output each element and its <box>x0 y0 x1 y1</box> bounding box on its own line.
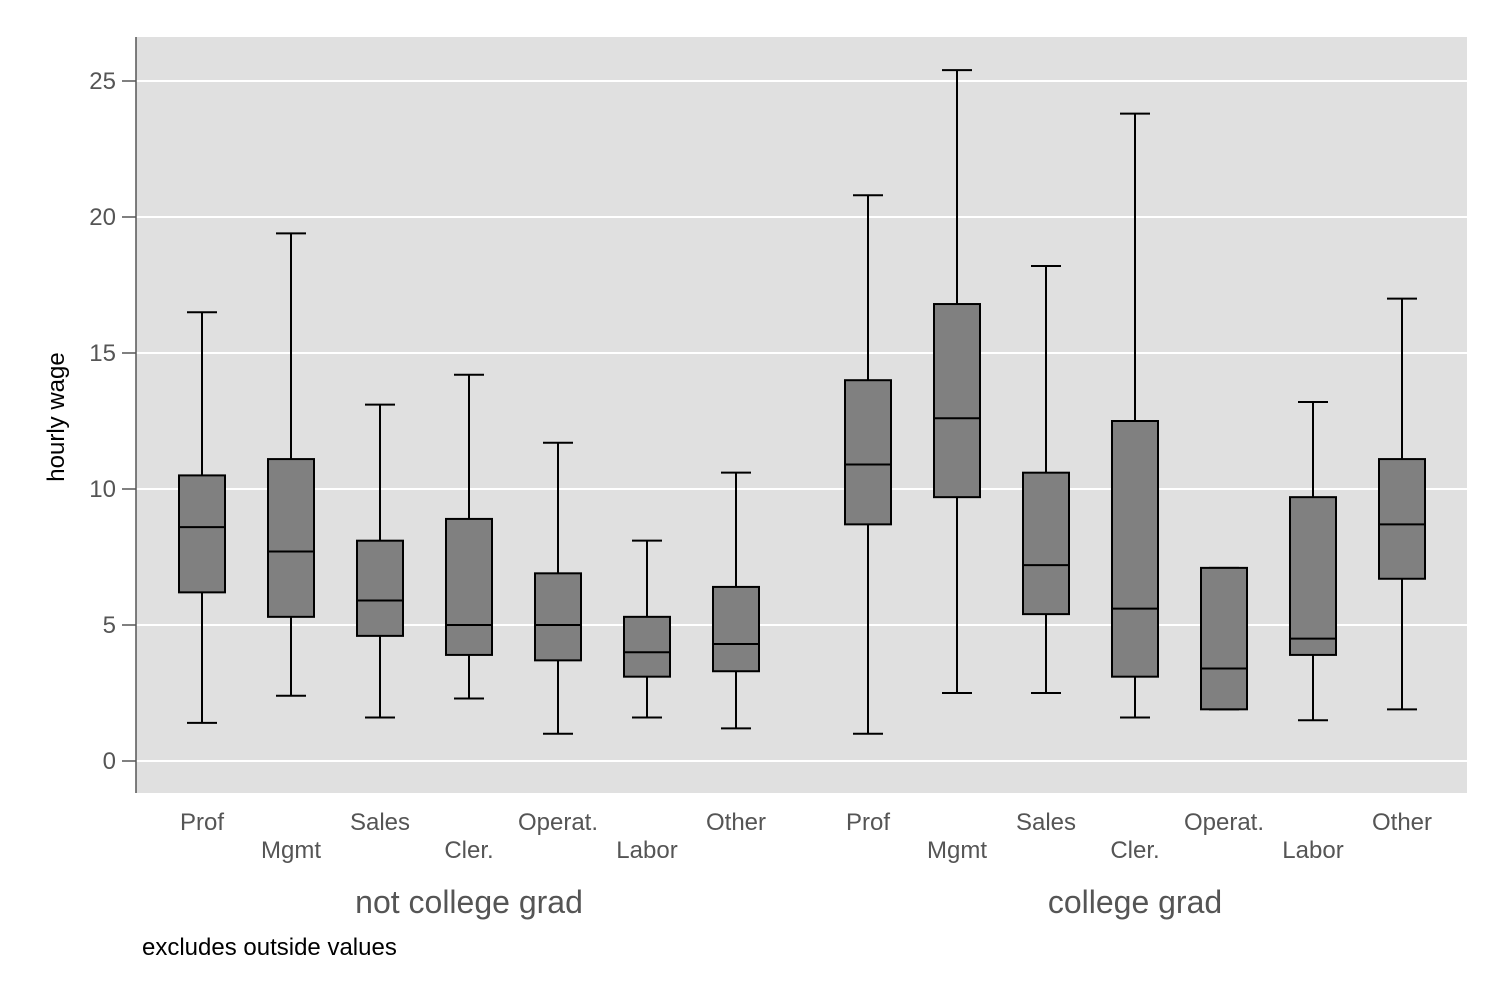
y-tick-label: 20 <box>89 204 116 231</box>
iqr-box <box>267 458 315 618</box>
box-labor <box>1289 400 1337 722</box>
iqr-box <box>623 615 671 678</box>
category-label: Operat. <box>1184 809 1264 836</box>
box-cler <box>1111 112 1159 719</box>
iqr-box <box>844 379 892 526</box>
box-prof <box>178 311 226 724</box>
group-label: not college grad <box>355 884 583 920</box>
iqr-box <box>933 303 981 499</box>
category-label: Other <box>1372 809 1432 836</box>
y-axis-ticks: 0 5 10 15 20 25 <box>89 68 136 775</box>
box-cler <box>445 373 493 700</box>
iqr-box <box>1200 566 1248 711</box>
iqr-box <box>356 539 404 637</box>
category-label: Mgmt <box>261 837 321 864</box>
category-label: Sales <box>1016 809 1076 836</box>
plot-area <box>136 37 1467 793</box>
y-tick-label: 0 <box>103 748 116 775</box>
category-label: Operat. <box>518 809 598 836</box>
y-axis-label: hourly wage <box>43 352 70 481</box>
iqr-box <box>1022 471 1070 616</box>
iqr-box <box>1111 420 1159 678</box>
category-label: Labor <box>616 837 677 864</box>
category-label: Mgmt <box>927 837 987 864</box>
category-labels: Prof Mgmt Sales Cler. Operat. Labor Other Prof M… <box>180 809 1432 864</box>
category-label: Sales <box>350 809 410 836</box>
boxes <box>178 69 1426 735</box>
chart-note: excludes outside values <box>142 934 397 961</box>
y-tick-label: 15 <box>89 340 116 367</box>
box-operat <box>1200 566 1248 711</box>
iqr-box <box>178 474 226 594</box>
category-label: Other <box>706 809 766 836</box>
box-mgmt <box>933 69 981 694</box>
box-sales <box>356 403 404 719</box>
iqr-box <box>534 572 582 662</box>
category-label: Prof <box>846 809 890 836</box>
category-label: Prof <box>180 809 224 836</box>
iqr-box <box>445 517 493 656</box>
box-sales <box>1022 264 1070 694</box>
group-labels: not college grad college grad <box>355 884 1222 920</box>
iqr-box <box>1289 496 1337 656</box>
box-prof <box>844 194 892 735</box>
y-tick-label: 5 <box>103 612 116 639</box>
box-mgmt <box>267 232 315 697</box>
group-label: college grad <box>1048 884 1222 920</box>
box-operat <box>534 441 582 735</box>
box-labor <box>623 539 671 719</box>
box-other <box>1378 297 1426 711</box>
iqr-box <box>712 585 760 673</box>
box-other <box>712 471 760 730</box>
y-tick-label: 10 <box>89 476 116 503</box>
category-label: Cler. <box>444 837 493 864</box>
category-label: Cler. <box>1110 837 1159 864</box>
category-label: Labor <box>1282 837 1343 864</box>
iqr-box <box>1378 458 1426 580</box>
y-tick-label: 25 <box>89 68 116 95</box>
